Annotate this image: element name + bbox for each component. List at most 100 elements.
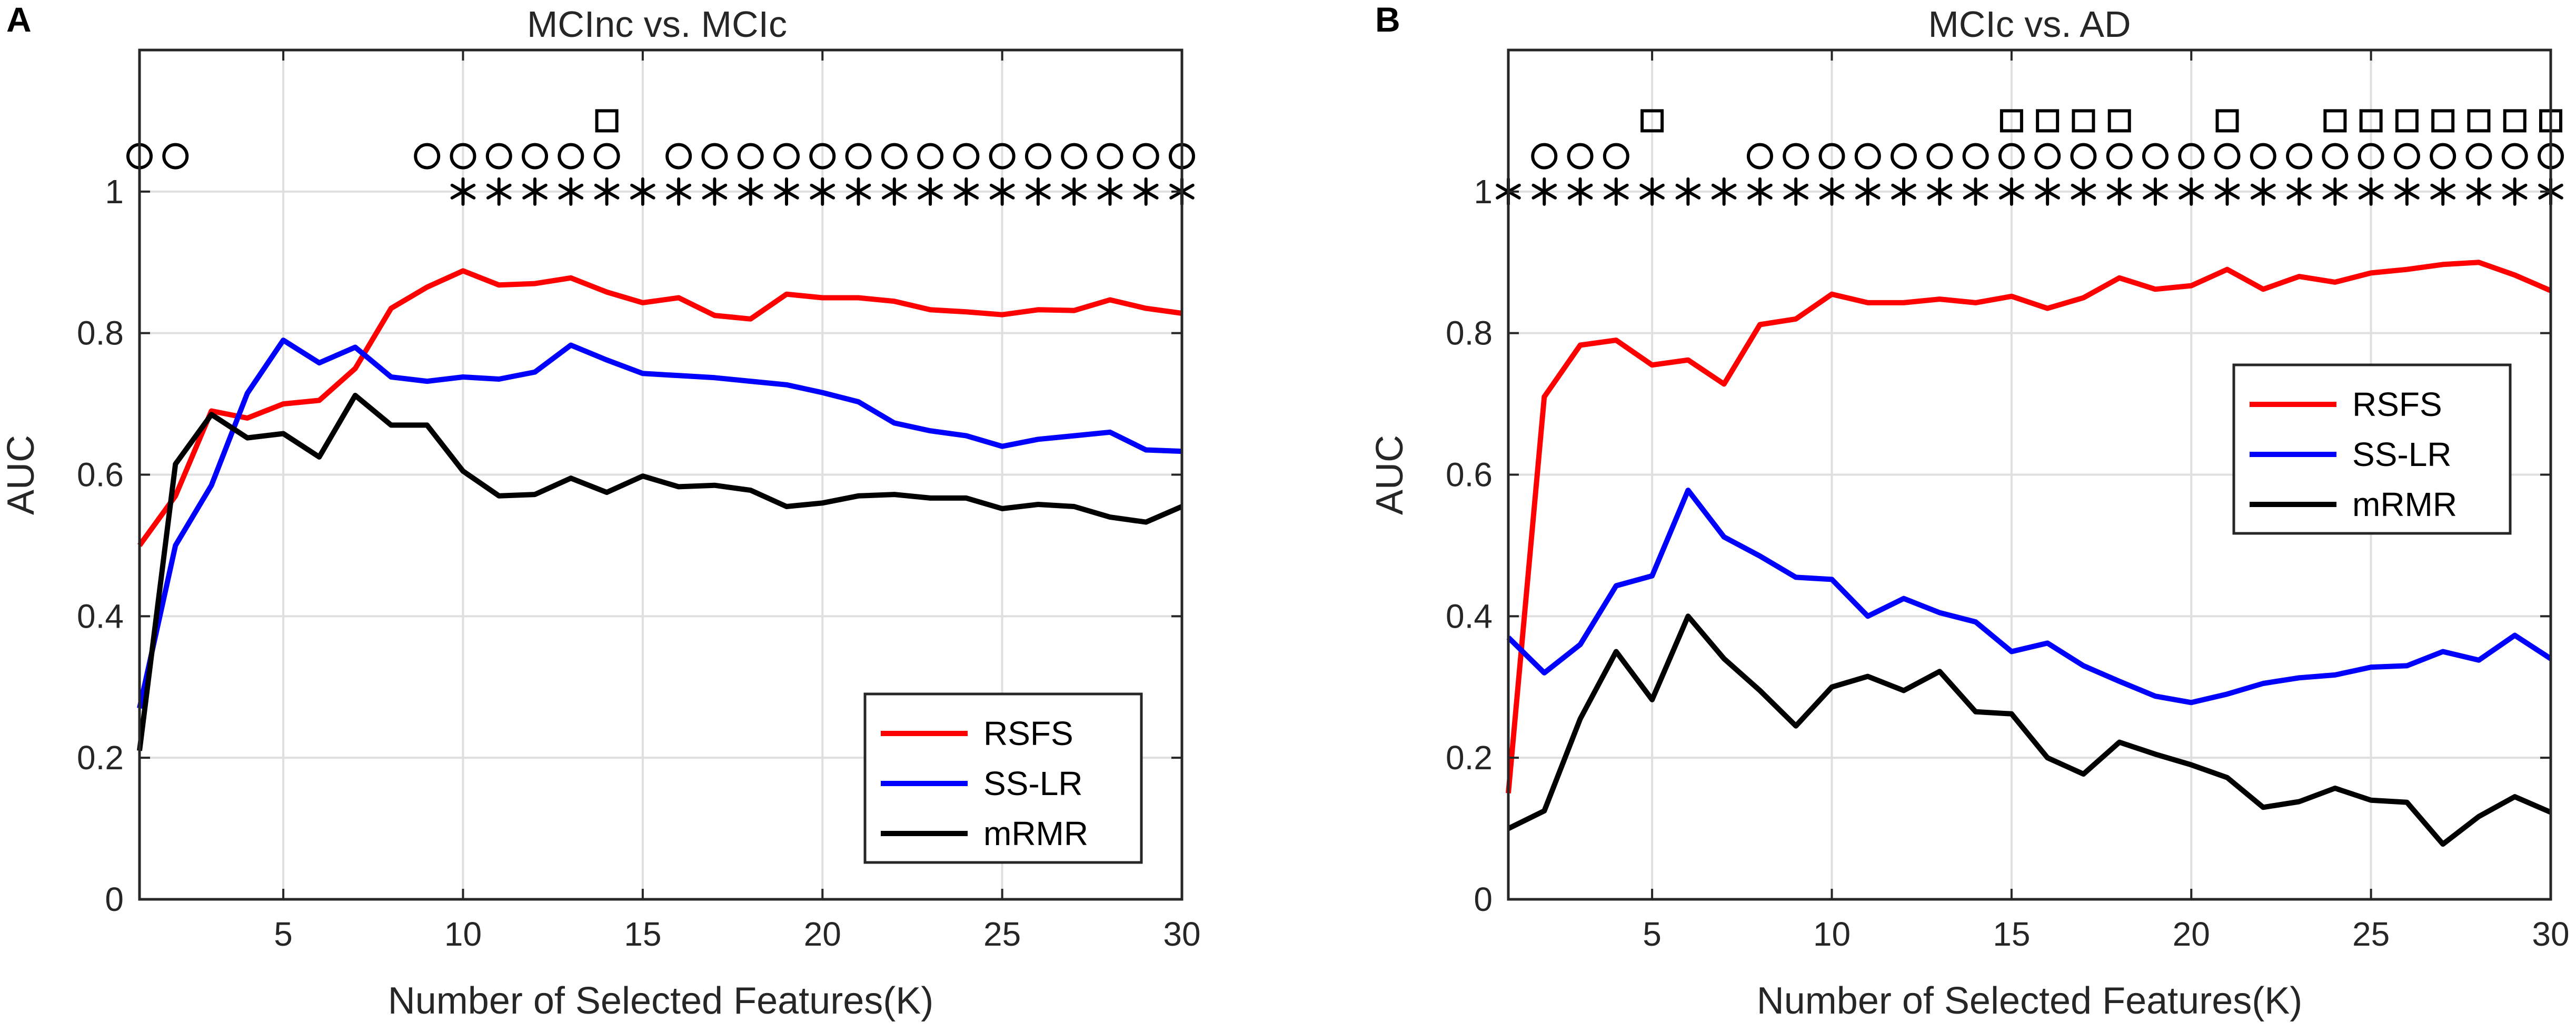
significance-square-marker bbox=[2467, 109, 2491, 133]
significance-circle-marker bbox=[1061, 143, 1088, 170]
y-tick-label: 1 bbox=[1474, 173, 1493, 211]
significance-circle-marker bbox=[162, 143, 189, 170]
significance-circle-marker bbox=[1132, 143, 1159, 170]
significance-star-marker bbox=[1567, 177, 1593, 206]
y-tick-label: 0.8 bbox=[77, 314, 124, 352]
y-tick-label: 0.2 bbox=[77, 739, 124, 777]
chart-title-b: MCIc vs. AD bbox=[1928, 4, 2131, 45]
significance-circle-marker bbox=[1962, 143, 1989, 170]
significance-square-marker bbox=[2072, 109, 2095, 133]
significance-circle-marker bbox=[881, 143, 908, 170]
y-tick-label: 0 bbox=[1474, 880, 1493, 918]
significance-circle-marker bbox=[2106, 143, 2133, 170]
legend-label-rsfs: RSFS bbox=[2352, 385, 2442, 423]
significance-circle-marker bbox=[2430, 143, 2456, 170]
significance-star-marker bbox=[630, 177, 655, 206]
significance-circle-marker bbox=[2034, 143, 2061, 170]
significance-circle-marker bbox=[2142, 143, 2169, 170]
significance-star-marker bbox=[2035, 177, 2060, 206]
significance-square-marker bbox=[2036, 109, 2060, 133]
significance-star-marker bbox=[2071, 177, 2096, 206]
series-line-mrmr bbox=[1507, 613, 2552, 847]
significance-circle-marker bbox=[701, 143, 728, 170]
significance-star-marker bbox=[1855, 177, 1881, 206]
chart-title-a: MCInc vs. MCIc bbox=[527, 4, 787, 45]
significance-markers-a bbox=[126, 109, 1195, 206]
y-axis-label-b: AUC bbox=[1369, 435, 1411, 515]
significance-star-marker bbox=[2143, 177, 2168, 206]
significance-star-marker bbox=[1747, 177, 1773, 206]
x-tick-label: 25 bbox=[983, 915, 1021, 953]
significance-star-marker bbox=[2502, 177, 2528, 206]
significance-star-marker bbox=[1999, 177, 2024, 206]
panel-letter-b: B bbox=[1375, 0, 1400, 39]
significance-circle-marker bbox=[593, 143, 620, 170]
x-tick-label: 10 bbox=[1813, 915, 1851, 953]
significance-star-marker bbox=[1097, 177, 1123, 206]
series-line-rsfs bbox=[137, 268, 1182, 547]
x-tick-label: 5 bbox=[1643, 915, 1662, 953]
x-axis-label-b: Number of Selected Features(K) bbox=[1757, 980, 2302, 1022]
significance-circle-marker bbox=[1998, 143, 2025, 170]
significance-star-marker bbox=[522, 177, 548, 206]
significance-star-marker bbox=[989, 177, 1015, 206]
legend-label-mrmr: mRMR bbox=[2352, 485, 2457, 523]
x-tick-label: 15 bbox=[624, 915, 661, 953]
x-tick-label: 30 bbox=[1163, 915, 1200, 953]
significance-star-marker bbox=[1639, 177, 1665, 206]
significance-square-marker bbox=[1640, 109, 1664, 133]
significance-circle-marker bbox=[2322, 143, 2349, 170]
significance-circle-marker bbox=[665, 143, 692, 170]
significance-star-marker bbox=[450, 177, 476, 206]
legend-label-rsfs: RSFS bbox=[983, 715, 1073, 752]
x-tick-label: 20 bbox=[2173, 915, 2210, 953]
significance-star-marker bbox=[2466, 177, 2492, 206]
significance-circle-marker bbox=[450, 143, 476, 170]
x-axis-label-a: Number of Selected Features(K) bbox=[388, 980, 933, 1022]
legend-a: RSFS SS-LR mRMR bbox=[863, 692, 1143, 864]
significance-circle-marker bbox=[2465, 143, 2492, 170]
significance-star-marker bbox=[2106, 177, 2132, 206]
y-tick-label: 0.4 bbox=[77, 597, 124, 635]
significance-star-marker bbox=[2179, 177, 2204, 206]
series-a bbox=[137, 268, 1183, 751]
series-b bbox=[1506, 260, 2552, 847]
legend-b: RSFS SS-LR mRMR bbox=[2232, 363, 2512, 535]
significance-circle-marker bbox=[809, 143, 836, 170]
significance-circle-marker bbox=[1603, 143, 1629, 170]
significance-circle-marker bbox=[414, 143, 441, 170]
significance-circle-marker bbox=[2501, 143, 2528, 170]
panel-a: A MCInc vs. MCIc 5 10 15 20 25 30 0 0.2 0.4 0.6 0.… bbox=[0, 0, 1201, 1022]
significance-circle-marker bbox=[2178, 143, 2205, 170]
significance-square-marker bbox=[2395, 109, 2419, 133]
significance-circle-marker bbox=[1531, 143, 1558, 170]
significance-square-marker bbox=[2215, 109, 2239, 133]
significance-star-marker bbox=[953, 177, 979, 206]
legend-label-mrmr: mRMR bbox=[983, 815, 1088, 852]
significance-star-marker bbox=[1927, 177, 1953, 206]
series-line-rsfs bbox=[1506, 260, 2552, 793]
significance-circle-marker bbox=[1567, 143, 1594, 170]
significance-circle-marker bbox=[2250, 143, 2276, 170]
significance-circle-marker bbox=[558, 143, 584, 170]
significance-circle-marker bbox=[522, 143, 549, 170]
significance-square-marker bbox=[2359, 109, 2383, 133]
panel-letter-a: A bbox=[6, 0, 32, 39]
significance-star-marker bbox=[1783, 177, 1808, 206]
significance-star-marker bbox=[918, 177, 943, 206]
significance-star-marker bbox=[558, 177, 584, 206]
x-tick-label: 10 bbox=[444, 915, 482, 953]
legend-label-ss-lr: SS-LR bbox=[2352, 435, 2452, 473]
y-tick-label: 0.6 bbox=[77, 456, 124, 494]
y-tick-label: 1 bbox=[105, 173, 124, 211]
significance-square-marker bbox=[2107, 109, 2131, 133]
x-tick-label: 20 bbox=[804, 915, 841, 953]
significance-star-marker bbox=[1026, 177, 1051, 206]
significance-star-marker bbox=[2286, 177, 2312, 206]
significance-circle-marker bbox=[1818, 143, 1845, 170]
significance-circle-marker bbox=[485, 143, 512, 170]
significance-star-marker bbox=[846, 177, 871, 206]
significance-star-marker bbox=[2322, 177, 2348, 206]
panel-b: B MCIc vs. AD 5 10 15 20 25 3000.20.40.60.81 … bbox=[1369, 0, 2570, 1022]
